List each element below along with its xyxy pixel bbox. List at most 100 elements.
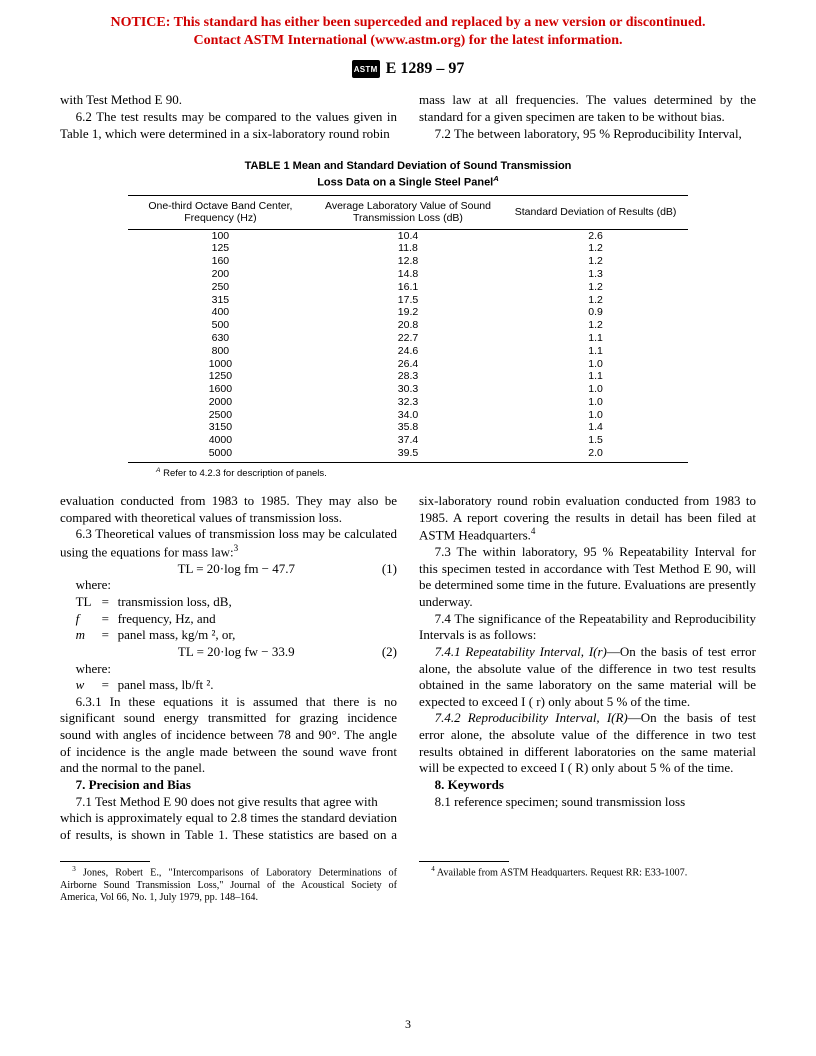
- table-cell: 1.1: [503, 370, 688, 383]
- table-1: TABLE 1 Mean and Standard Deviation of S…: [128, 160, 688, 479]
- equation-1: TL = 20·log fm − 47.7(1): [60, 561, 397, 578]
- fn3-text: Jones, Robert E., "Intercomparisons of L…: [60, 868, 397, 903]
- def-m: m=panel mass, kg/m ², or,: [60, 627, 397, 644]
- table-cell: 1.1: [503, 345, 688, 358]
- table-cell: 1.0: [503, 358, 688, 371]
- para-7-4-1-label: 7.4.1 Repeatability Interval, I(r): [435, 644, 607, 659]
- astm-logo-icon: ASTM: [352, 60, 380, 78]
- table-row: 12511.81.2: [128, 242, 688, 255]
- para-7-4-2-label: 7.4.2 Reproducibility Interval, I(R): [435, 710, 628, 725]
- table-row: 250034.01.0: [128, 409, 688, 422]
- table-cell: 35.8: [313, 421, 503, 434]
- table-cell: 26.4: [313, 358, 503, 371]
- table-cell: 3150: [128, 421, 313, 434]
- table-row: 125028.31.1: [128, 370, 688, 383]
- table-cell: 22.7: [313, 332, 503, 345]
- table-row: 63022.71.1: [128, 332, 688, 345]
- table-row: 315035.81.4: [128, 421, 688, 434]
- table-row: 40019.20.9: [128, 306, 688, 319]
- table-cell: 10.4: [313, 229, 503, 242]
- para-with-e90: with Test Method E 90.: [60, 92, 397, 109]
- table-cell: 250: [128, 281, 313, 294]
- table-cell: 1.0: [503, 396, 688, 409]
- def-TL-txt: transmission loss, dB,: [102, 594, 397, 611]
- table-cell: 16.1: [313, 281, 503, 294]
- table-row: 10010.42.6: [128, 229, 688, 242]
- table-cell: 20.8: [313, 319, 503, 332]
- table-cell: 1.2: [503, 281, 688, 294]
- table-row: 400037.41.5: [128, 434, 688, 447]
- para-6-3: 6.3 Theoretical values of transmission l…: [60, 526, 397, 561]
- table-cell: 100: [128, 229, 313, 242]
- eq2-num: (2): [366, 644, 397, 661]
- def-TL: TL=transmission loss, dB,: [60, 594, 397, 611]
- table-title-sup: A: [493, 174, 499, 183]
- table-cell: 2500: [128, 409, 313, 422]
- col-header-avg: Average Laboratory Value of Sound Transm…: [313, 196, 503, 229]
- table-cell: 1.2: [503, 255, 688, 268]
- def-m-txt: panel mass, kg/m ², or,: [102, 627, 397, 644]
- table-title: TABLE 1 Mean and Standard Deviation of S…: [128, 160, 688, 189]
- para-6-3-1: 6.3.1 In these equations it is assumed t…: [60, 694, 397, 777]
- para-masslaw: mass law at all frequencies. The values …: [419, 92, 756, 125]
- fn4-text: Available from ASTM Headquarters. Reques…: [435, 868, 687, 879]
- designation-number: E 1289 – 97: [386, 60, 465, 78]
- def-f: f=frequency, Hz, and: [60, 611, 397, 628]
- para-7-4-2: 7.4.2 Reproducibility Interval, I(R)—On …: [419, 710, 756, 777]
- def-TL-sym: TL: [60, 594, 86, 611]
- table-cell: 1000: [128, 358, 313, 371]
- table-cell: 39.5: [313, 447, 503, 462]
- table-cell: 2.6: [503, 229, 688, 242]
- where-2: where:: [60, 661, 397, 678]
- table-cell: 12.8: [313, 255, 503, 268]
- table-cell: 34.0: [313, 409, 503, 422]
- table-cell: 1.2: [503, 294, 688, 307]
- table-row: 80024.61.1: [128, 345, 688, 358]
- table-cell: 24.6: [313, 345, 503, 358]
- table-row: 31517.51.2: [128, 294, 688, 307]
- table-title-line1: TABLE 1 Mean and Standard Deviation of S…: [245, 160, 572, 172]
- def-w-txt: panel mass, lb/ft ².: [102, 677, 397, 694]
- where-1: where:: [60, 577, 397, 594]
- footnotes: 3 Jones, Robert E., "Intercomparisons of…: [0, 861, 816, 904]
- para-7-4-1: 7.4.1 Repeatability Interval, I(r)—On th…: [419, 644, 756, 711]
- table-cell: 28.3: [313, 370, 503, 383]
- col-header-freq: One-third Octave Band Center, Frequency …: [128, 196, 313, 229]
- table-cell: 1.0: [503, 409, 688, 422]
- sec-7-head: 7. Precision and Bias: [60, 777, 397, 794]
- equation-2: TL = 20·log fw − 33.9 (2): [60, 644, 397, 661]
- table-cell: 1.3: [503, 268, 688, 281]
- table-row: 100026.41.0: [128, 358, 688, 371]
- table-row: 20014.81.3: [128, 268, 688, 281]
- table-cell: 1250: [128, 370, 313, 383]
- def-f-sym: f: [60, 611, 86, 628]
- para-8-1: 8.1 reference specimen; sound transmissi…: [419, 794, 756, 811]
- table-row: 50020.81.2: [128, 319, 688, 332]
- para-eval-1983: evaluation conducted from 1983 to 1985. …: [60, 493, 397, 526]
- def-f-txt: frequency, Hz, and: [102, 611, 397, 628]
- table-cell: 315: [128, 294, 313, 307]
- col-header-stddev: Standard Deviation of Results (dB): [503, 196, 688, 229]
- table-cell: 17.5: [313, 294, 503, 307]
- table-note-text: Refer to 4.2.3 for description of panels…: [160, 468, 326, 479]
- para-7-4: 7.4 The significance of the Repeatabilit…: [419, 611, 756, 644]
- table-title-line2: Loss Data on a Single Steel Panel: [317, 176, 493, 188]
- eq1-text: TL = 20·log fm − 47.7: [178, 561, 295, 576]
- document-header: ASTM E 1289 – 97: [0, 56, 816, 92]
- para-7-1: 7.1 Test Method E 90 does not give resul…: [60, 794, 397, 811]
- table-cell: 400: [128, 306, 313, 319]
- sec-8-head: 8. Keywords: [419, 777, 756, 794]
- table-cell: 160: [128, 255, 313, 268]
- table-cell: 500: [128, 319, 313, 332]
- def-w-sym: w: [60, 677, 86, 694]
- table-cell: 1.2: [503, 242, 688, 255]
- table-cell: 1.2: [503, 319, 688, 332]
- para-6-3-text: 6.3 Theoretical values of transmission l…: [60, 526, 397, 559]
- eq2-text: TL = 20·log fw − 33.9: [178, 644, 295, 659]
- notice-banner: NOTICE: This standard has either been su…: [0, 0, 816, 56]
- footnote-rule-left: [60, 861, 150, 862]
- table-cell: 2.0: [503, 447, 688, 462]
- table-cell: 800: [128, 345, 313, 358]
- table-cell: 125: [128, 242, 313, 255]
- para-7-2-lead: 7.2 The between laboratory, 95 % Reprodu…: [419, 126, 756, 143]
